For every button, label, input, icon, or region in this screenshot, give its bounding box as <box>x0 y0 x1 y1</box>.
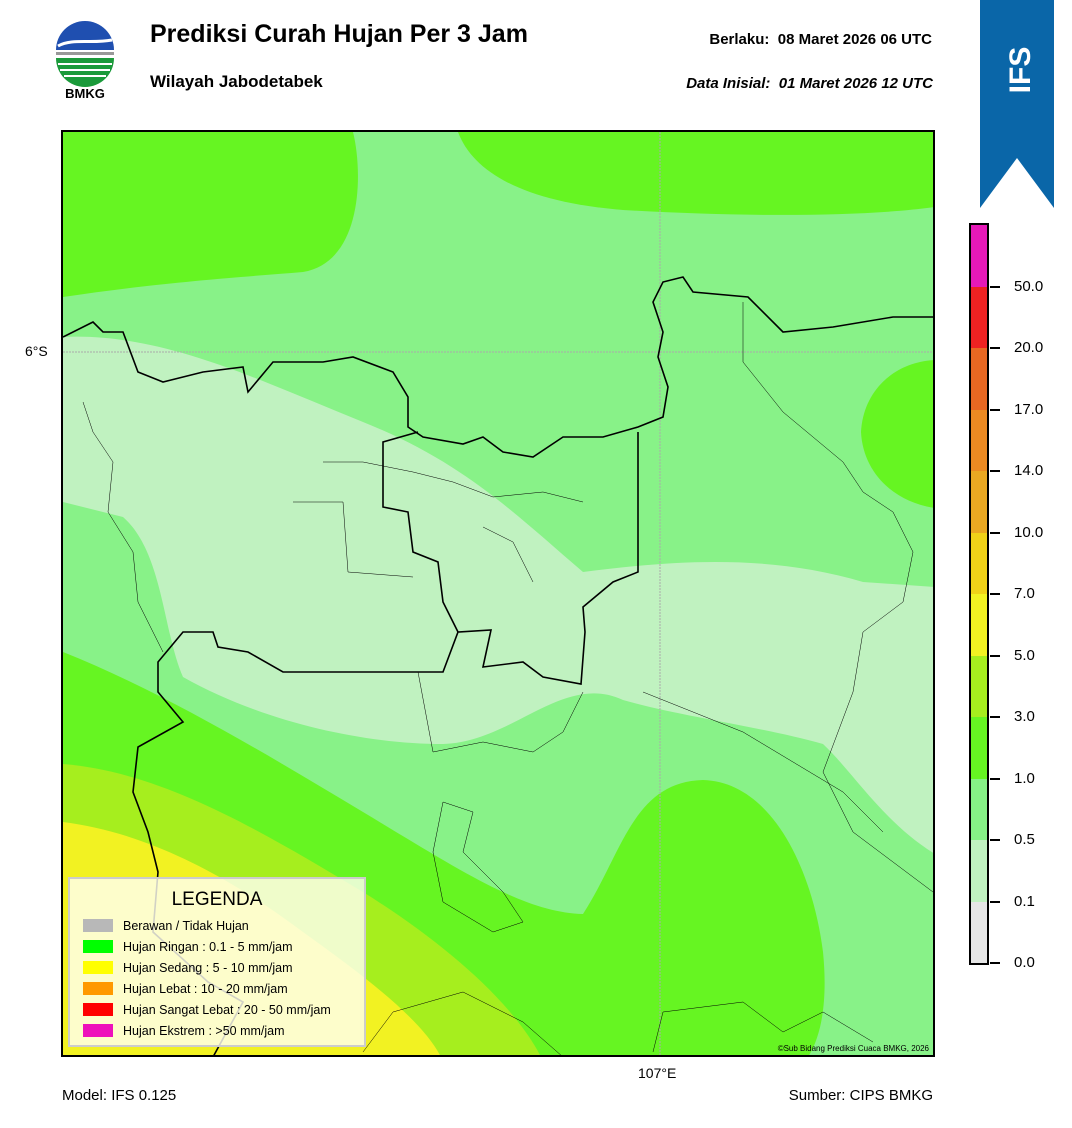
valid-label: Berlaku: <box>709 31 770 48</box>
logo-text: BMKG <box>65 86 105 100</box>
colorbar-tick <box>990 531 1000 534</box>
model-label: Model: IFS 0.125 <box>62 1087 177 1104</box>
colorbar-segment <box>971 409 987 471</box>
bmkg-logo: BMKG <box>56 21 114 100</box>
legend-label: Berawan / Tidak Hujan <box>123 918 249 933</box>
ifs-badge: IFS <box>980 0 1054 208</box>
legend-swatch <box>83 940 113 953</box>
legend-label: Hujan Ringan : 0.1 - 5 mm/jam <box>123 939 293 954</box>
colorbar-tick-label: 0.1 <box>1014 892 1035 910</box>
page-title: Prediksi Curah Hujan Per 3 Jam <box>150 20 528 48</box>
legend: LEGENDA Berawan / Tidak Hujan Hujan Ringa… <box>68 877 366 1047</box>
colorbar-tick-label: 5.0 <box>1014 646 1035 664</box>
lon-label: 107°E <box>638 1065 677 1081</box>
colorbar-segment <box>971 471 987 533</box>
legend-swatch <box>83 961 113 974</box>
colorbar-segment <box>971 348 987 410</box>
colorbar-tick-label: 20.0 <box>1014 339 1044 356</box>
colorbar-tick <box>990 777 1000 780</box>
colorbar-tick <box>990 962 1000 964</box>
lat-label: 6°S <box>25 343 48 359</box>
coastline <box>63 276 933 458</box>
colorbar-tick <box>990 716 1000 718</box>
source-label: Sumber: CIPS BMKG <box>788 1087 933 1104</box>
copyright-text: ©Sub Bidang Prediksi Cuaca BMKG, 2026 <box>777 1044 929 1053</box>
colorbar-segment <box>971 655 987 717</box>
colorbar-tick <box>990 654 1000 657</box>
colorbar-tick-label: 7.0 <box>1014 585 1035 602</box>
legend-label: Hujan Ekstrem : >50 mm/jam <box>123 1023 285 1038</box>
legend-title: LEGENDA <box>171 889 263 910</box>
colorbar-segment <box>971 286 987 348</box>
valid-time: Berlaku: 08 Maret 2026 06 UTC <box>709 31 932 48</box>
colorbar-tick-label: 10.0 <box>1014 523 1044 541</box>
region-1-3-right <box>861 360 933 508</box>
colorbar-segment <box>971 901 987 963</box>
legend-label: Hujan Lebat : 10 - 20 mm/jam <box>123 981 288 996</box>
colorbar-segment <box>971 532 987 594</box>
legend-item: Hujan Sedang : 5 - 10 mm/jam <box>70 957 364 978</box>
colorbar-tick-label: 17.0 <box>1014 400 1044 418</box>
district-borders <box>82 302 933 1055</box>
region-0.1-0.5 <box>63 336 933 853</box>
colorbar-tick <box>990 900 1000 903</box>
colorbar-tick <box>990 408 1000 411</box>
colorbar-tick <box>990 285 1000 288</box>
legend-item: Hujan Ekstrem : >50 mm/jam <box>70 1020 364 1041</box>
badge-text: IFS <box>1004 47 1037 94</box>
colorbar-segment <box>971 225 987 287</box>
legend-swatch <box>83 1024 113 1037</box>
colorbar-tick <box>990 593 1000 595</box>
legend-item: Hujan Ringan : 0.1 - 5 mm/jam <box>70 936 364 957</box>
legend-label: Hujan Sedang : 5 - 10 mm/jam <box>123 960 293 975</box>
legend-item: Berawan / Tidak Hujan <box>70 915 364 936</box>
page-subtitle: Wilayah Jabodetabek <box>150 72 323 91</box>
legend-swatch <box>83 919 113 932</box>
colorbar <box>969 223 989 965</box>
colorbar-tick-label: 50.0 <box>1014 277 1044 295</box>
colorbar-tick-label: 0.5 <box>1014 831 1035 848</box>
colorbar-segment <box>971 717 987 779</box>
init-time: Data Inisial: 01 Maret 2026 12 UTC <box>686 75 933 92</box>
legend-item: Hujan Sangat Lebat : 20 - 50 mm/jam <box>70 999 364 1020</box>
legend-item: Hujan Lebat : 10 - 20 mm/jam <box>70 978 364 999</box>
colorbar-tick-label: 3.0 <box>1014 708 1035 725</box>
colorbar-tick <box>990 839 1000 841</box>
region-1-3-topleft <box>63 132 358 297</box>
colorbar-tick-label: 1.0 <box>1014 769 1035 787</box>
colorbar-segment <box>971 594 987 656</box>
colorbar-tick-label: 14.0 <box>1014 462 1044 479</box>
init-value: 01 Maret 2026 12 UTC <box>778 75 933 92</box>
colorbar-segment <box>971 840 987 902</box>
colorbar-segment <box>971 778 987 840</box>
legend-swatch <box>83 1003 113 1016</box>
colorbar-tick <box>990 347 1000 349</box>
valid-value: 08 Maret 2026 06 UTC <box>777 31 932 48</box>
init-label: Data Inisial: <box>686 75 771 92</box>
region-1-3-topright <box>458 132 933 215</box>
colorbar-tick-label: 0.0 <box>1014 954 1035 971</box>
colorbar-tick <box>990 470 1000 472</box>
legend-swatch <box>83 982 113 995</box>
legend-label: Hujan Sangat Lebat : 20 - 50 mm/jam <box>123 1002 331 1017</box>
